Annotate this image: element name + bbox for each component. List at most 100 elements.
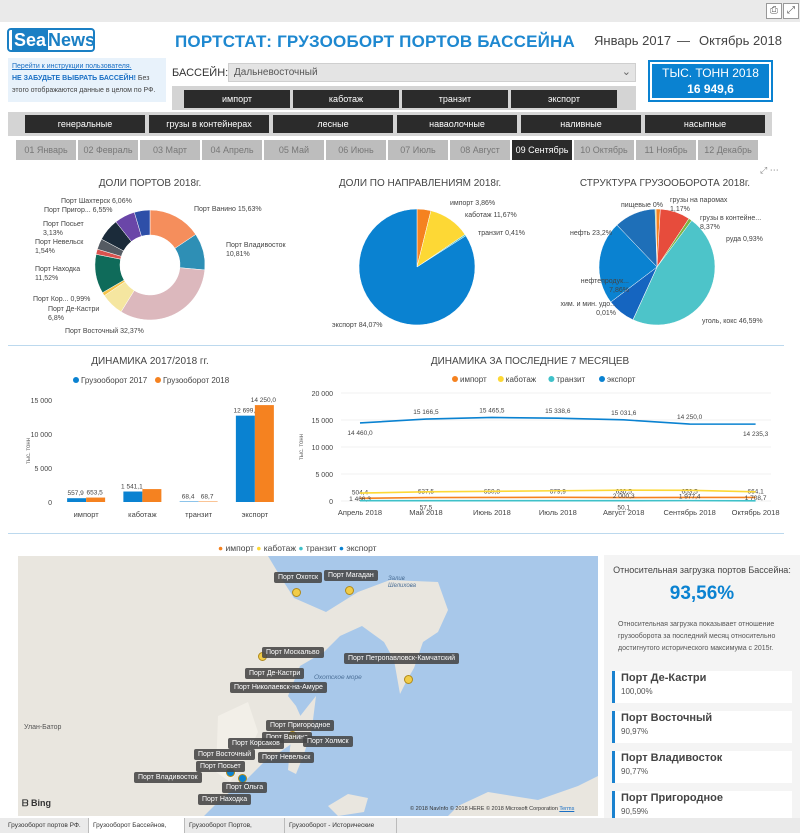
total-value: 16 949,6 [687,82,734,96]
map-label-prigorodnoe[interactable]: Порт Пригородное [266,720,335,731]
port-card-vostochny: Порт Восточный 90,97% [612,711,792,743]
bar-xtick-0: импорт [74,510,100,519]
month-08[interactable]: 08 Август [450,140,510,160]
line-legend-1: каботаж [506,375,537,384]
month-01[interactable]: 01 Январь [16,140,76,160]
month-03[interactable]: 03 Март [140,140,200,160]
bar-ytick-3: 0 [48,500,52,507]
map-label-nakhodka[interactable]: Порт Находка [198,794,252,805]
map-label-de-kastri[interactable]: Порт Де-Кастри [245,668,305,679]
tab-historical[interactable]: Грузооборот - Исторические данные 20... [285,818,397,833]
bar-0-1 [86,497,106,502]
map-label-okhotsk[interactable]: Порт Охотск [274,572,323,583]
section-divider-2 [8,533,784,534]
map-label-magadan[interactable]: Порт Магадан [324,570,378,581]
month-06[interactable]: 06 Июнь [326,140,386,160]
month-07[interactable]: 07 Июль [388,140,448,160]
cargo-filter: генеральные грузы в контейнерах лесные н… [8,112,772,136]
ports-donut-chart [94,209,206,321]
line-label-3-3: 15 338,6 [545,408,571,415]
line-series-0 [359,496,756,500]
basin-dropdown[interactable]: Дальневосточный ⌄ [228,63,636,82]
bar-legend-0: Грузооборот 2017 [81,376,148,385]
map-label-posyet[interactable]: Порт Посьет [196,761,245,772]
terms-link[interactable]: Terms [559,806,575,812]
window-toolbar [0,0,800,22]
bar-label-3-0: 12 699, [234,408,256,415]
tab-rf[interactable]: Грузооборот портов РФ. [4,818,89,833]
label-vanino: Порт Ванино 15,63% [194,206,262,213]
pin-okhotsk[interactable] [292,588,301,597]
month-11[interactable]: 11 Ноябрь [636,140,696,160]
label-coal: уголь, кокс 46,59% [702,318,763,325]
pin-petropavlovsk[interactable] [404,675,413,684]
info-box: Перейти к инструкции пользователя. НЕ ЗА… [8,58,166,102]
month-04[interactable]: 04 Апрель [202,140,262,160]
legend-export: экспорт [346,543,377,553]
filter-liquid[interactable]: наливные [521,115,641,133]
label-import: импорт 3,86% [450,200,496,207]
filter-general[interactable]: генеральные [25,115,145,133]
filter-dry-bulk[interactable]: насыпные [645,115,765,133]
basin-value: Дальневосточный [234,67,318,78]
month-12[interactable]: 12 Декабрь [698,140,758,160]
bar-label-2-1: 68,7 [201,494,214,501]
line-ylabel: тыс. тонн [299,434,305,460]
instruction-link[interactable]: Перейти к инструкции пользователя. [12,63,132,70]
expand-icon[interactable]: ⤢ [783,3,799,19]
load-title: Относительная загрузка портов Бассейна: [613,565,791,575]
line-label-0-5: 653,5 [682,488,699,495]
filter-cabotage[interactable]: каботаж [293,90,399,108]
structure-pie-chart [598,208,716,326]
pie2-slice-7 [598,224,658,303]
filter-export[interactable]: экспорт [511,90,617,108]
line-label-3-1: 15 166,5 [413,409,439,416]
month-02[interactable]: 02 Февраль [78,140,138,160]
label-oil-products: нефтепродук... 7,86% [580,278,629,294]
basin-label: БАССЕЙН: [172,67,229,79]
map-label-vanino[interactable]: Порт Ванино [262,732,312,743]
port-card-prigorodnoe: Порт Пригородное 90,59% [612,791,792,818]
line-label-3-5: 14 250,0 [677,414,703,421]
directions-pie-chart [358,208,476,326]
line-label-1-5: 1 977,4 [679,493,701,500]
month-10[interactable]: 10 Октябрь [574,140,634,160]
bar-3-1 [254,405,274,502]
map-label-korsakov[interactable]: Порт Корсаков [228,738,284,749]
map-label-vladivostok[interactable]: Порт Владивосток [134,772,202,783]
map-label-kholmsk[interactable]: Порт Холмск [303,736,353,747]
label-vladivostok: Порт Владивосток 10,81% [226,242,286,258]
label-nakhodka: Порт Находка 11,52% [35,266,81,282]
line-label-3-6: 14 235,3 [743,431,769,438]
line-legend-dot-1 [497,376,504,382]
line-label-1-0: 1 466,3 [349,496,371,503]
bar-label-2-0: 68,4 [182,494,195,501]
map-label-moskalvo[interactable]: Порт Москальво [262,647,324,658]
tab-stevedores[interactable]: Грузооборот Портов, Стивидоров. [185,818,285,833]
filter-bulk[interactable]: наваолочные [397,115,517,133]
line-label-3-2: 15 465,5 [479,407,505,414]
ports-map[interactable]: Улан-Батор Охотское море Залив Шелихова … [18,556,598,816]
filter-transit[interactable]: транзит [402,90,508,108]
pin-magadan[interactable] [345,586,354,595]
month-05[interactable]: 05 Май [264,140,324,160]
bar-xtick-2: транзит [185,510,213,519]
map-legend: ● импорт ● каботаж ● транзит ● экспорт [218,543,377,553]
map-label-olga[interactable]: Порт Ольга [222,782,268,793]
map-label-petropavlovsk[interactable]: Порт Петропавловск-Камчатский [344,653,460,664]
filter-import[interactable]: импорт [184,90,290,108]
tab-basins[interactable]: Грузооборот Бассейнов, Портов. [89,818,185,833]
label-nevelsk: Порт Невельск 1,54% [35,239,84,255]
print-icon[interactable]: ⎙ [766,3,782,19]
line-series-1 [359,489,756,494]
line-label-0-4: 630,5 [616,489,633,496]
map-label-nikolaevsk[interactable]: Порт Николаевск-на-Амуре [230,682,327,693]
filter-containers[interactable]: грузы в контейнерах [149,115,269,133]
filter-timber[interactable]: лесные [273,115,393,133]
map-label-nevelsk[interactable]: Порт Невельск [258,752,315,763]
line-label-2-1: 57,5 [420,505,433,512]
focus-mode-icon[interactable]: ⤢ ⋯ [760,165,779,175]
map-label-vostochny[interactable]: Порт Восточный [194,749,256,760]
month-09-selected[interactable]: 09 Сентябрь [512,140,572,160]
bar-label-0-0: 557,9 [67,490,84,497]
